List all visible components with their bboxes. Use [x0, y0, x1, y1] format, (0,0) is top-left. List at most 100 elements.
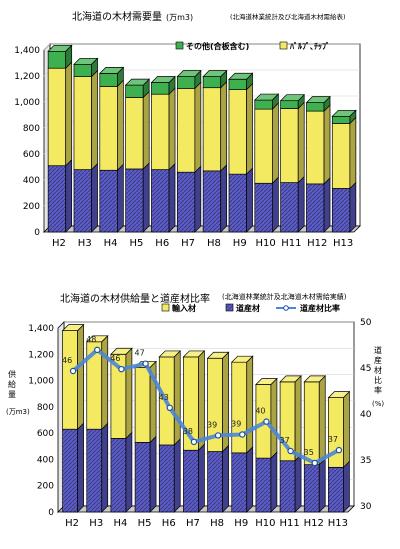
chart2-ratio-point [239, 431, 246, 438]
chart1-bar-H3-seg2-front [73, 63, 92, 78]
chart1-bar-H11-seg1-side [297, 101, 305, 184]
chart1-bar-H12-seg2-front [306, 102, 325, 112]
chart2-bar-H2-seg1 [61, 323, 85, 431]
chart2-svg: 0 200 400 600 800 1,000 1,200 1,400 30 35 40 45 50 H2… [28, 303, 372, 529]
chart2-x-tick-label: H5 [138, 518, 152, 529]
chart2-ratio-point [190, 438, 198, 446]
chart2-bar-H2-seg1-side [77, 323, 84, 431]
chart2-bar-H7-seg1-side [198, 350, 205, 452]
chart2-y-tick-label: 600 [37, 429, 54, 439]
chart2-bar-H5-seg0-front [134, 441, 151, 513]
chart2-bar-H11-seg1-side [294, 375, 302, 462]
chart2-bar-H13-seg0-front [328, 466, 344, 513]
chart1-bar-H12-seg1-front [306, 110, 325, 185]
chart1-bar-H10-seg1 [254, 102, 279, 185]
chart1-bar-H7-seg1 [176, 81, 202, 174]
chart2-bar-H10-seg1 [255, 377, 278, 459]
chart2-bar-H12-seg1-top [303, 375, 327, 383]
chart1-x-tick-label: H7 [181, 238, 195, 249]
chart2-y-tick-label: 0 [48, 508, 54, 518]
chart1-bar-H6-seg1-side [168, 87, 176, 171]
chart1-subtitle: (北海道林業統計及び北海道木材需給表) [230, 13, 346, 21]
chart2-bar-H6-seg1-side [173, 350, 181, 446]
chart1-bar-H11-seg0 [280, 175, 305, 233]
chart1-x-tick-label: H6 [155, 238, 169, 249]
chart2-bar-H12-seg0-side [318, 457, 326, 513]
chart1-bar-H8-seg0-front [202, 170, 222, 233]
chart2-bar-H2-seg1-top [61, 324, 85, 331]
chart1-bar-H4-seg2 [98, 66, 125, 88]
chart1-bar-H3-seg1-side [91, 69, 98, 171]
chart1-bar-H6-seg1 [151, 87, 176, 171]
chart2-ratio-data-label: 39 [207, 420, 217, 429]
chart1-bar-H2-seg2-top [47, 44, 73, 52]
chart1-bar-H6-seg2-top [150, 76, 176, 83]
chart2-x-tick-label: H3 [89, 518, 103, 529]
chart1-y-tick-label: 600 [23, 150, 40, 160]
chart2-ratio-data-label: 47 [134, 349, 144, 358]
chart2-ratio-data-label: 35 [304, 448, 314, 457]
chart1-y-tick-label: 1,000 [14, 98, 40, 108]
chart1-bar-H5-seg1-side [142, 90, 150, 170]
chart2-bar-H10-seg0-front [255, 457, 272, 513]
chart2-ratio-point [94, 346, 101, 354]
chart1-bar-H4-seg0-front [99, 169, 118, 233]
chart1-bar-H4-seg0 [99, 163, 124, 233]
chart1-bar-H2-seg2 [47, 44, 73, 70]
chart2-bar-H10-seg1-side [270, 377, 278, 459]
chart1-bar-H2-seg1-front [47, 67, 67, 167]
chart1-bar-H5-seg2-top [124, 78, 151, 86]
chart1-bar-H13-seg2 [331, 109, 357, 125]
chart2-x-tick-label: H9 [234, 518, 248, 529]
chart2-bar-H7-seg1-top [182, 350, 206, 358]
chart2-bar-H4-seg0-front [110, 438, 127, 513]
chart1-bar-H11-seg0-front [280, 182, 299, 233]
chart2-bar-H11-seg0-front [279, 460, 296, 513]
chart2-ylabel-unit: (万m3) [6, 408, 30, 416]
chart2-ratio-data-label: 37 [279, 436, 289, 445]
chart1-bar-H9-seg1 [228, 82, 253, 175]
chart1-title: 北海道の木材需要量 (万m3) [72, 8, 193, 23]
chart1-bar-H8-seg1-side [220, 80, 228, 172]
chart1-bar-H12-seg1 [306, 104, 331, 185]
chart1-bar-H9-seg2-front [228, 78, 247, 90]
chart2-bar-H8-seg0-front [207, 451, 223, 513]
chart1-bar-H13-seg1-side [349, 116, 357, 190]
chart1-bar-H10-seg2-top [253, 93, 280, 101]
chart1-bar-H8-seg2-front [202, 76, 222, 89]
chart1-bar-H3-seg0-side [91, 162, 98, 233]
chart2-bar-H3-seg1-side [101, 334, 109, 431]
chart1-x-tick-label: H5 [129, 238, 143, 249]
chart1-bar-H12-seg2 [305, 95, 331, 112]
chart1-bar-H4-seg1-side [117, 79, 124, 172]
chart1-x-tick-label: H4 [104, 238, 118, 249]
chart1-bar-H7-seg2-front [176, 76, 196, 89]
chart2-y2label-unit: (%) [372, 400, 385, 408]
chart1-x-tick-label: H10 [255, 238, 275, 249]
chart2-bar-H9-seg1-top [230, 355, 254, 363]
chart2-bar-H7-seg1 [182, 350, 206, 452]
chart1-bar-H5-seg2 [124, 78, 151, 99]
chart1-bar-H9-seg0 [228, 167, 253, 233]
chart1-x-tick-label: H3 [78, 238, 92, 249]
chart2-bar-H13-seg1-front [328, 397, 344, 468]
chart2-y-tick-label: 200 [37, 482, 54, 492]
chart1-x-tick-label: H13 [333, 238, 353, 249]
chart2-y-tick-label: 1,200 [28, 350, 54, 360]
chart2-bar-H4-seg1-side [125, 347, 133, 440]
chart2-bar-H6-seg0-side [173, 438, 181, 513]
chart1-bar-H4-seg2-top [98, 67, 125, 74]
chart2-bar-H7-seg0-side [198, 443, 205, 513]
chart1-bar-H7-seg1-front [176, 87, 196, 173]
chart1-bar-H7-seg1-side [194, 81, 202, 174]
chart1-bar-H12-seg2-top [305, 96, 331, 104]
chart2-y-tick-label: 1,000 [28, 377, 54, 387]
chart2-y2-tick-label: 30 [360, 502, 372, 512]
chart2-ratio-point [214, 432, 222, 439]
chart2-bar-H6-seg0-front [158, 444, 175, 513]
chart2-legend-label-import: 輸入材 [172, 303, 196, 313]
chart1-bar-H13-seg0-front [331, 188, 351, 233]
chart1-bar-H9-seg1-side [246, 82, 253, 175]
chart1-bar-H10-seg0 [254, 176, 279, 233]
chart1-bar-H10-seg2 [253, 93, 280, 110]
